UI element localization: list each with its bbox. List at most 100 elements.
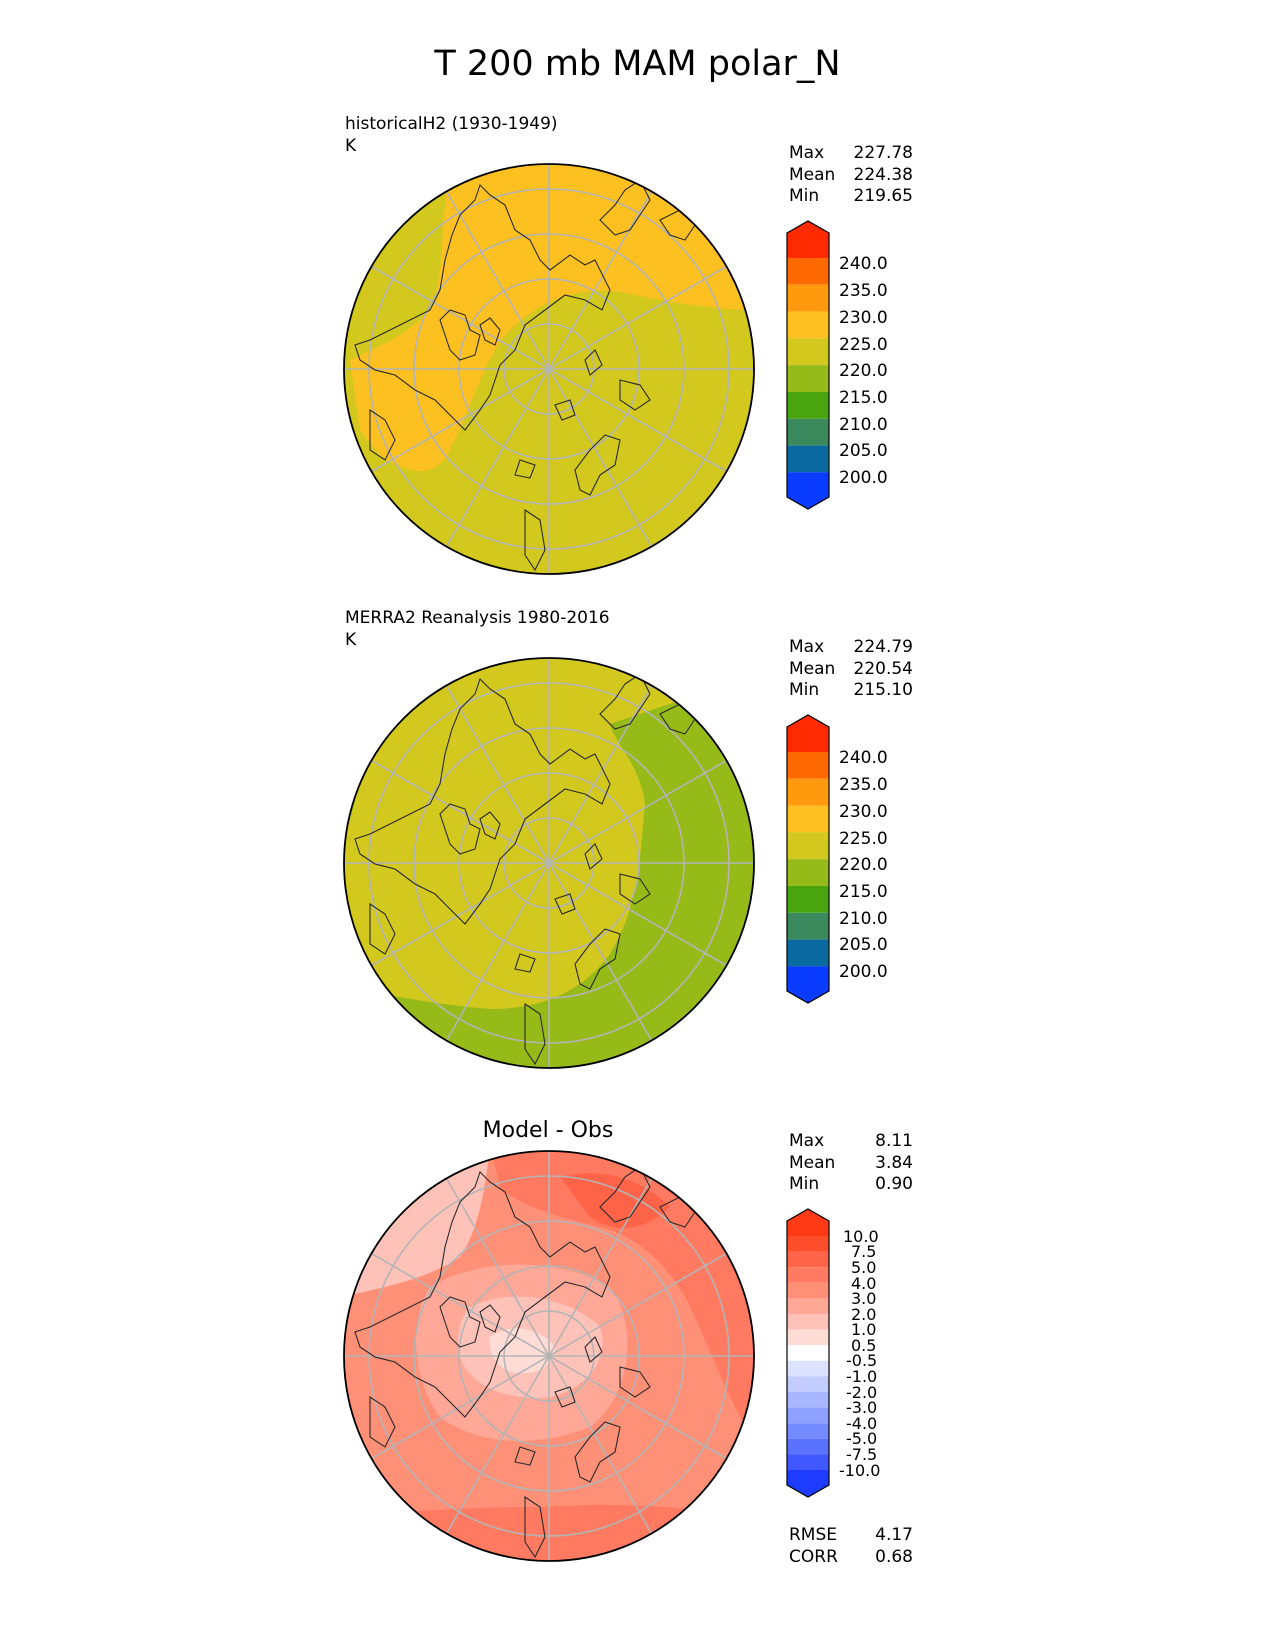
coastlines <box>354 673 696 1066</box>
stat-value: 3.84 <box>875 1152 913 1173</box>
colorbar-segment <box>787 1376 829 1392</box>
colorbar-segment <box>787 258 829 285</box>
panel2-stats: Max 224.79 Mean 220.54 Min 215.10 <box>789 637 913 702</box>
colorbar-segment <box>787 886 829 913</box>
colorbar-segment <box>787 418 829 446</box>
colorbar-tick-label: 10.0 <box>843 1227 879 1246</box>
stat-value: 227.78 <box>853 143 913 163</box>
colorbar-extend-top <box>787 715 829 752</box>
field-5-7 <box>560 1173 670 1228</box>
colorbar-tick-label: 215.0 <box>839 388 888 408</box>
panel2-title: MERRA2 Reanalysis 1980-2016 K <box>345 607 610 651</box>
panel2-polar-map <box>343 657 755 1069</box>
metric-label: CORR <box>789 1546 838 1567</box>
map-border <box>343 163 755 575</box>
stat-label: Min <box>789 186 820 206</box>
colorbar-tick-label: -2.0 <box>846 1383 878 1402</box>
colorbar-tick-label: 220.0 <box>839 855 888 875</box>
colorbar-tick-label: 4.0 <box>851 1274 877 1293</box>
colorbar-segment <box>787 1438 829 1455</box>
colorbar-tick-label: 220.0 <box>839 361 888 381</box>
graticule <box>344 658 754 1068</box>
colorbar-segment <box>787 1267 829 1283</box>
stat-label: Max <box>789 1131 825 1151</box>
figure-title: T 200 mb MAM polar_N <box>434 44 841 84</box>
panel3-polar-map <box>343 1150 755 1562</box>
panel3-title: Model - Obs <box>482 1118 614 1143</box>
colorbar-tick-label: 235.0 <box>839 281 888 301</box>
colorbar-segment <box>787 392 829 419</box>
colorbar-segment <box>787 1251 829 1268</box>
stat-label: Mean <box>789 1152 836 1173</box>
colorbar-segment <box>787 939 829 967</box>
graticule <box>344 164 754 574</box>
colorbar-tick-label: 205.0 <box>839 441 888 461</box>
stat-label: Mean <box>789 164 836 185</box>
colorbar-segment <box>787 311 829 339</box>
colorbar-segment <box>787 859 829 886</box>
colorbar-tick-label: -7.5 <box>846 1445 878 1464</box>
metric-label: RMSE <box>789 1525 838 1545</box>
panel1-colorbar <box>786 220 830 510</box>
stat-value: 224.79 <box>853 637 913 657</box>
colorbar-segment <box>787 1423 829 1439</box>
field-215-220-east <box>344 694 754 1068</box>
map-border <box>343 1150 755 1562</box>
colorbar-tick-label: 230.0 <box>839 308 888 328</box>
stat-value: 215.10 <box>853 680 913 700</box>
colorbar-segment <box>787 284 829 312</box>
colorbar-tick-label: -3.0 <box>846 1398 878 1417</box>
colorbar-extend-bottom <box>787 472 829 509</box>
panel3-metrics: RMSE 4.17 CORR 0.68 <box>789 1525 913 1568</box>
colorbar-tick-label: 200.0 <box>839 468 888 488</box>
colorbar-segment <box>787 1314 829 1330</box>
colorbar-tick-label: 0.5 <box>851 1336 877 1355</box>
colorbar-segment <box>787 445 829 473</box>
colorbar-segment <box>787 752 829 779</box>
metric-value: 4.17 <box>875 1525 913 1545</box>
colorbar-segment <box>787 1329 829 1346</box>
stat-label: Min <box>789 1174 820 1194</box>
colorbar-outline <box>786 220 830 510</box>
stat-label: Mean <box>789 658 836 679</box>
colorbar-extend-top <box>787 221 829 258</box>
stat-value: 8.11 <box>875 1131 913 1151</box>
colorbar-segment <box>787 1282 829 1299</box>
panel1-units: K <box>345 136 357 156</box>
stat-value: 220.54 <box>853 658 913 679</box>
colorbar-tick-label: 210.0 <box>839 909 888 929</box>
colorbar-segments <box>787 1209 829 1497</box>
panel2-units: K <box>345 630 357 650</box>
colorbar-segment <box>787 832 829 860</box>
stat-label: Max <box>789 637 825 657</box>
colorbar-segment <box>787 912 829 940</box>
colorbar-tick-label: -0.5 <box>846 1351 878 1370</box>
panel2-title-line1: MERRA2 Reanalysis 1980-2016 <box>345 608 610 628</box>
colorbar-tick-label: -1.0 <box>846 1367 878 1386</box>
field-4-5 <box>490 1151 754 1447</box>
colorbar-extend-bottom <box>787 1470 829 1497</box>
stat-label: Min <box>789 680 820 700</box>
colorbar-segment <box>787 1360 829 1377</box>
colorbar-extend-top <box>787 1209 829 1236</box>
colorbar-tick-label: 200.0 <box>839 962 888 982</box>
panel1-title-line1: historicalH2 (1930-1949) <box>345 114 558 134</box>
colorbar-segments <box>787 221 829 509</box>
panel1-polar-map <box>343 163 755 575</box>
colorbar-tick-label: 230.0 <box>839 802 888 822</box>
colorbar-tick-label: -5.0 <box>846 1429 878 1448</box>
colorbar-segment <box>787 778 829 806</box>
colorbar-outline <box>786 1208 830 1498</box>
field-225-230 <box>350 164 754 472</box>
colorbar-segment <box>787 1407 829 1424</box>
panel3-stats: Max 8.11 Mean 3.84 Min 0.90 <box>789 1131 913 1196</box>
coastlines <box>354 179 696 572</box>
colorbar-tick-label: 3.0 <box>851 1289 877 1308</box>
colorbar-extend-bottom <box>787 966 829 1003</box>
colorbar-tick-label: 215.0 <box>839 882 888 902</box>
stat-value: 0.90 <box>875 1174 913 1194</box>
colorbar-tick-label: 5.0 <box>851 1258 877 1277</box>
graticule <box>344 1151 754 1561</box>
colorbar-tick-label: -10.0 <box>839 1461 881 1480</box>
colorbar-segment <box>787 1454 829 1470</box>
